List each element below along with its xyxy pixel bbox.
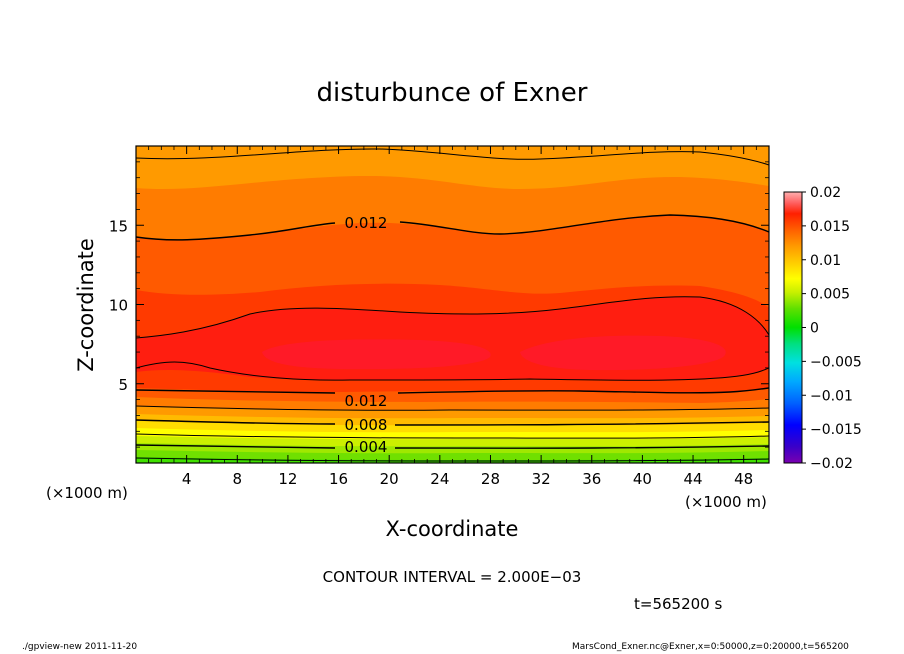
colorbar-tick-label: −0.01 (810, 388, 853, 404)
x-axis-label: X-coordinate (386, 517, 519, 541)
colorbar-tick-label: −0.02 (810, 456, 853, 472)
x-unit-right: (×1000 m) (685, 493, 767, 511)
y-tick-label: 10 (109, 297, 128, 315)
contour-label-0.012-upper: 0.012 (345, 214, 388, 232)
contour-line-0.010 (136, 405, 769, 411)
footer-right: MarsCond_Exner.nc@Exner,x=0:50000,z=0:20… (572, 642, 849, 652)
y-axis-label: Z-coordinate (74, 238, 98, 372)
x-unit-left: (×1000 m) (46, 484, 128, 502)
x-tick-label: 32 (532, 470, 551, 488)
x-tick-label: 48 (734, 470, 753, 488)
y-tick-label: 15 (109, 217, 128, 235)
y-tick-label: 5 (118, 376, 128, 394)
footer-left: ./gpview-new 2011-11-20 (22, 642, 138, 652)
contour-line-0.008 (136, 419, 769, 426)
contour-lines (136, 148, 769, 462)
colorbar-ticks: 0.02 0.015 0.01 0.005 0 −0.005 −0.01 −0.015 −0.0… (802, 185, 862, 472)
x-tick-label: 40 (633, 470, 652, 488)
contour-line-0.004 (136, 444, 769, 449)
contour-label-0.004: 0.004 (345, 438, 388, 456)
contour-fill (136, 146, 769, 463)
contour-label-0.012-lower: 0.012 (345, 392, 388, 410)
contour-line-0.014-lower (136, 361, 769, 381)
y-axis-ticks: 5 10 15 (109, 161, 769, 448)
contour-line-0.002 (136, 457, 769, 462)
chart-title: disturbunce of Exner (317, 78, 588, 108)
x-tick-label: 16 (329, 470, 348, 488)
colorbar-tick-label: 0.02 (810, 185, 841, 201)
band-peak-right (520, 335, 726, 371)
colorbar-tick-label: −0.015 (810, 422, 862, 438)
x-tick-label: 44 (683, 470, 702, 488)
contour-line-top (136, 148, 769, 166)
band-peak-left (262, 339, 491, 370)
x-tick-label: 36 (582, 470, 601, 488)
colorbar-tick-label: 0.005 (810, 287, 850, 303)
colorbar-tick-label: 0.01 (810, 253, 841, 269)
x-tick-label: 12 (278, 470, 297, 488)
contour-line-0.012-lower (136, 387, 769, 394)
x-tick-label: 20 (380, 470, 399, 488)
contour-label-group: 0.012 0.012 0.008 0.004 (345, 214, 388, 456)
colorbar-tick-label: 0.015 (810, 219, 850, 235)
colorbar (783, 191, 803, 464)
contour-interval: CONTOUR INTERVAL = 2.000E−03 (323, 568, 582, 586)
x-tick-label: 24 (430, 470, 449, 488)
time-label: t=565200 s (634, 595, 722, 613)
x-tick-label: 4 (182, 470, 192, 488)
contour-line-0.012-upper (136, 214, 769, 241)
colorbar-tick-label: −0.005 (810, 354, 862, 370)
contour-line-0.006 (136, 433, 769, 439)
x-axis-ticks: 4 8 12 16 20 24 28 32 36 40 44 48 (148, 146, 757, 488)
x-tick-label: 8 (233, 470, 243, 488)
colorbar-tick-label: 0 (810, 321, 819, 337)
contour-label-0.008: 0.008 (345, 416, 388, 434)
x-tick-label: 28 (481, 470, 500, 488)
contour-line-0.014-upper (136, 296, 769, 339)
